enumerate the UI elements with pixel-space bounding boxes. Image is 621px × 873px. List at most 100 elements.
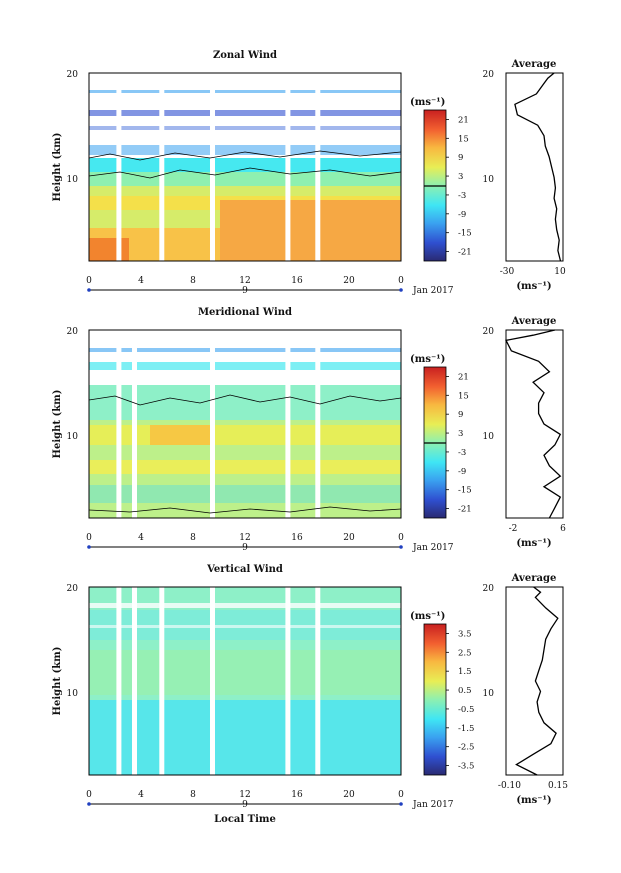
date-label: Jan 2017 [412,286,454,296]
x-ticks: 0 4 8 12 16 20 0 [86,533,404,543]
average-frame [505,329,564,519]
zero-contour [89,150,401,161]
average-frame [505,72,564,262]
average-xtick: -0.10 [498,781,521,791]
date-day: 9 [242,800,248,810]
average-xtick: -2 [509,524,518,534]
average-xlabel: (ms⁻¹) [516,795,551,806]
xtick-label: 8 [190,533,196,543]
average-xtick: 0.15 [548,781,568,791]
heatmap-band [89,238,129,261]
plot-frame [88,586,402,776]
heatmap-band [89,126,401,130]
xtick-label: 0 [398,276,404,286]
heatmap-band [89,625,401,628]
y-axis-label: Height (km) [52,390,63,459]
x-ticks: 0 4 8 12 16 20 0 [86,790,404,800]
xtick-label: 8 [190,790,196,800]
heatmap-vertical [89,587,401,775]
xtick-label: 20 [343,533,355,543]
heatmap-band [89,90,401,93]
data-gap-stripe [159,73,165,261]
colorbar-tick-label: -3.5 [458,762,474,772]
heatmap-band [89,485,401,503]
panel-zonal: Zonal Wind 20 10 Height (km) 0 4 8 12 [52,50,566,296]
average-profile-line [514,72,562,262]
xtick-label: 16 [291,533,303,543]
xtick-label: 4 [138,533,144,543]
heatmap-band [89,700,401,775]
heatmap-zonal [89,73,401,261]
colorbar-tick-label: 3 [458,172,463,182]
colorbar-unit: (ms⁻¹) [410,611,445,622]
average-ytick: 10 [483,689,495,699]
colorbar-tick-label: 9 [458,410,463,420]
ytick-label: 20 [67,327,79,337]
panel-title: Meridional Wind [198,307,292,318]
colorbar-ticks: 21 15 9 3 -3 -9 -15 -21 [446,115,472,258]
data-gap-stripe [285,587,291,775]
colorbar-tick-label: 15 [458,134,469,144]
heatmap-band [89,650,401,695]
xtick-label: 20 [343,276,355,286]
colorbar-tick-label: -2.5 [458,743,474,753]
colorbar-tick-label: -1.5 [458,724,474,734]
heatmap-band [89,362,401,370]
panel-title: Vertical Wind [206,564,283,575]
ytick-label: 10 [67,689,79,699]
ytick-label: 10 [67,432,79,442]
data-gap-stripe [285,73,291,261]
colorbar-unit: (ms⁻¹) [410,354,445,365]
heatmap-band [89,460,401,474]
date-bar-end [87,802,91,806]
colorbar-ticks: 3.5 2.5 1.5 0.5 -0.5 -1.5 -2.5 -3.5 [446,629,474,772]
date-bar-end [87,545,91,549]
zero-contour [89,394,401,406]
average-xlabel: (ms⁻¹) [516,281,551,292]
colorbar-tick-label: -3 [458,191,466,201]
data-gap-stripe [132,330,137,518]
colorbar-tick-label: 1.5 [458,667,472,677]
data-gap-stripe [132,587,137,775]
heatmap-band [89,348,401,352]
date-bar-end [87,288,91,292]
average-profile-line [505,329,562,519]
colorbar [423,623,447,776]
xtick-label: 4 [138,790,144,800]
x-ticks: 0 4 8 12 16 20 0 [86,276,404,286]
colorbar-unit: (ms⁻¹) [410,97,445,108]
average-title: Average [511,59,557,70]
data-gap-stripe [210,73,215,261]
colorbar-tick-label: -21 [458,248,472,258]
data-gap-stripe [315,587,321,775]
y-axis-label: Height (km) [52,133,63,202]
average-title: Average [511,573,557,584]
date-day: 9 [242,543,248,553]
xtick-label: 0 [86,533,92,543]
colorbar-tick-label: -3 [458,448,466,458]
colorbar-tick-label: -21 [458,505,472,515]
average-profile-line [515,586,559,776]
heatmap-band [89,110,401,116]
date-label: Jan 2017 [412,800,454,810]
average-ytick: 10 [483,432,495,442]
xtick-label: 4 [138,276,144,286]
date-bar-end [399,288,403,292]
date-bar-end [399,802,403,806]
data-gap-stripe [210,587,215,775]
date-label: Jan 2017 [412,543,454,553]
xtick-label: 0 [86,790,92,800]
colorbar-tick-label: -9 [458,210,466,220]
heatmap-band [220,200,401,261]
zero-contour [89,506,401,514]
average-xtick: 6 [560,524,566,534]
data-gap-stripe [315,330,321,518]
average-xtick: -30 [500,267,515,277]
data-gap-stripe [116,587,122,775]
colorbar-tick-label: -0.5 [458,705,474,715]
xtick-label: 8 [190,276,196,286]
date-bar-end [399,545,403,549]
colorbar-tick-label: 9 [458,153,463,163]
data-gap-stripe [285,330,291,518]
